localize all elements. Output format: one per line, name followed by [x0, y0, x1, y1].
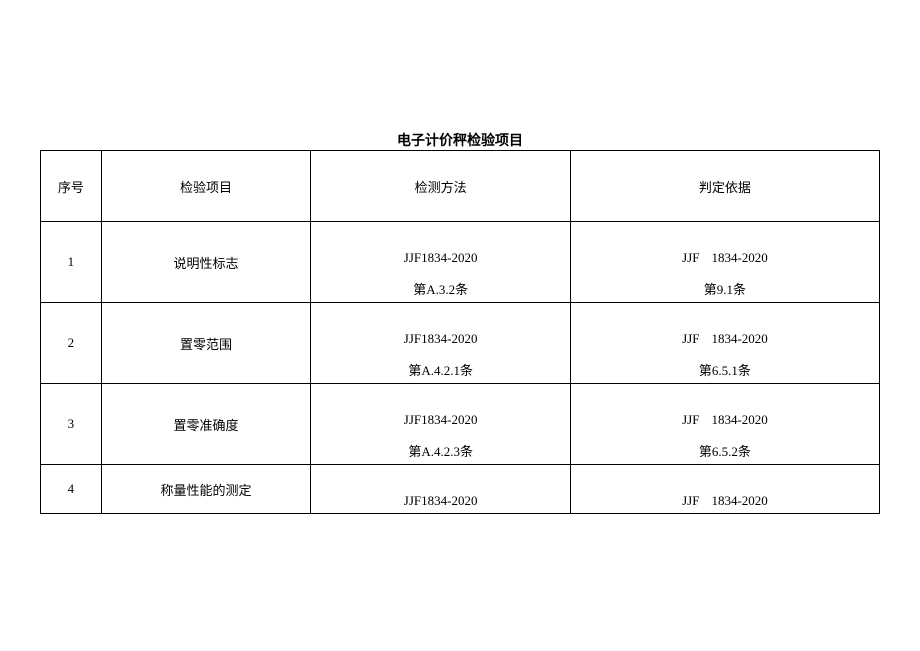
cell-item: 置零准确度 — [101, 384, 311, 465]
method-code: JJF1834-2020 — [311, 412, 569, 428]
method-code: JJF1834-2020 — [311, 250, 569, 266]
page-title: 电子计价秤检验项目 — [0, 130, 920, 150]
basis-prefix: JJF — [682, 331, 699, 347]
cell-seq: 4 — [41, 465, 102, 514]
method-code: JJF1834-2020 — [311, 493, 569, 509]
cell-item: 置零范围 — [101, 303, 311, 384]
method-code: JJF1834-2020 — [311, 331, 569, 347]
cell-seq: 2 — [41, 303, 102, 384]
basis-prefix: JJF — [682, 493, 699, 509]
basis-prefix: JJF — [682, 412, 699, 428]
cell-method: JJF1834-2020 第A.3.2条 — [311, 222, 570, 303]
basis-clause: 第6.5.2条 — [571, 441, 879, 460]
cell-basis: JJF 1834-2020 — [570, 465, 879, 514]
cell-item: 称量性能的测定 — [101, 465, 311, 514]
method-clause: 第A.4.2.1条 — [311, 360, 569, 379]
basis-code: 1834-2020 — [711, 493, 767, 508]
header-seq: 序号 — [41, 151, 102, 222]
table-row: 2 置零范围 JJF1834-2020 第A.4.2.1条 JJF1834-20… — [41, 303, 880, 384]
basis-prefix: JJF — [682, 250, 699, 266]
header-method: 检测方法 — [311, 151, 570, 222]
header-basis: 判定依据 — [570, 151, 879, 222]
table-row: 1 说明性标志 JJF1834-2020 第A.3.2条 JJF1834-202… — [41, 222, 880, 303]
cell-method: JJF1834-2020 — [311, 465, 570, 514]
basis-clause: 第6.5.1条 — [571, 360, 879, 379]
method-clause: 第A.4.2.3条 — [311, 441, 569, 460]
inspection-table: 序号 检验项目 检测方法 判定依据 1 说明性标志 JJF1834-2020 第… — [40, 150, 880, 514]
basis-code: 1834-2020 — [711, 331, 767, 346]
cell-basis: JJF 1834-2020 第9.1条 — [570, 222, 879, 303]
basis-code: 1834-2020 — [711, 412, 767, 427]
basis-code: 1834-2020 — [711, 250, 767, 265]
table-row: 4 称量性能的测定 JJF1834-2020 JJF1834-2020 — [41, 465, 880, 514]
method-clause: 第A.3.2条 — [311, 279, 569, 298]
cell-seq: 3 — [41, 384, 102, 465]
table-header-row: 序号 检验项目 检测方法 判定依据 — [41, 151, 880, 222]
cell-basis: JJF 1834-2020 第6.5.1条 — [570, 303, 879, 384]
table-row: 3 置零准确度 JJF1834-2020 第A.4.2.3条 JJF1834-2… — [41, 384, 880, 465]
header-item: 检验项目 — [101, 151, 311, 222]
cell-seq: 1 — [41, 222, 102, 303]
cell-item: 说明性标志 — [101, 222, 311, 303]
cell-basis: JJF 1834-2020 第6.5.2条 — [570, 384, 879, 465]
cell-method: JJF1834-2020 第A.4.2.1条 — [311, 303, 570, 384]
basis-clause: 第9.1条 — [571, 279, 879, 298]
cell-method: JJF1834-2020 第A.4.2.3条 — [311, 384, 570, 465]
